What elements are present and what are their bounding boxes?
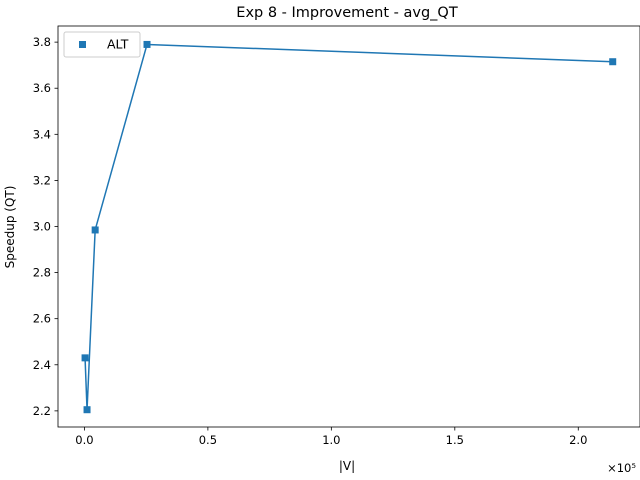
- y-tick-label: 3.4: [33, 127, 51, 141]
- legend-box: [63, 31, 141, 58]
- y-tick-label: 3.6: [33, 81, 51, 95]
- x-axis-scale-label: ×10⁵: [607, 461, 636, 475]
- chart-title: Exp 8 - Improvement - avg_QT: [236, 5, 458, 21]
- x-tick-label: 0.5: [199, 433, 217, 447]
- y-axis-label: Speedup (QT): [3, 186, 17, 269]
- x-tick-label: 1.5: [446, 433, 464, 447]
- data-point-alt: [91, 226, 99, 234]
- x-tick-label: 2.0: [569, 433, 587, 447]
- data-point-alt: [83, 406, 91, 414]
- plot-frame: [57, 25, 640, 428]
- x-tick-label: 1.0: [322, 433, 340, 447]
- plot-area: [58, 26, 640, 427]
- axis-ticks: 0.0 0.5 1.0 1.5 2.0 2.2 2.4 2.6 2.8 3.0 3.2 3.4 3.6 3…: [33, 35, 588, 447]
- data-point-alt: [81, 354, 89, 362]
- x-tick-label: 0.0: [75, 433, 93, 447]
- y-tick-label: 3.0: [33, 220, 51, 234]
- legend-marker-alt: [79, 41, 86, 48]
- y-tick-label: 2.2: [33, 404, 51, 418]
- data-marks: [81, 40, 617, 414]
- data-point-alt: [609, 58, 617, 66]
- y-tick-label: 2.8: [33, 266, 51, 280]
- legend-label-alt: ALT: [107, 37, 129, 52]
- y-tick-label: 3.8: [33, 35, 51, 49]
- data-point-alt: [143, 40, 151, 48]
- y-tick-label: 3.2: [33, 173, 51, 187]
- legend: ALT: [63, 31, 141, 58]
- y-tick-label: 2.6: [33, 312, 51, 326]
- y-tick-label: 2.4: [33, 358, 51, 372]
- x-axis-label: |V|: [339, 459, 355, 473]
